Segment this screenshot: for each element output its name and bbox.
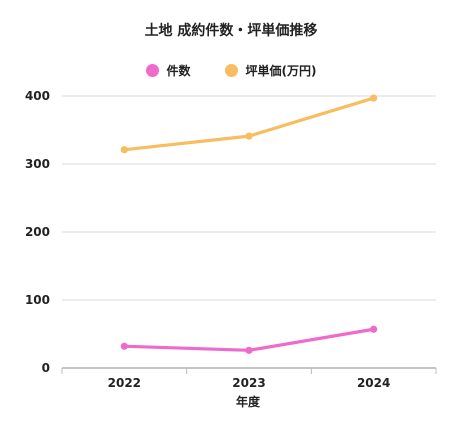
- data-point[interactable]: [120, 342, 128, 350]
- y-tick-label: 0: [42, 361, 50, 375]
- legend-swatch-unit-price: [224, 64, 238, 77]
- y-tick-label: 400: [25, 89, 50, 103]
- legend: 件数 坪単価(万円): [0, 62, 462, 79]
- series-line-1: [122, 96, 376, 152]
- y-tick-label: 300: [25, 157, 50, 171]
- x-tick-label: 2023: [232, 376, 265, 390]
- x-axis-title: 年度: [236, 394, 261, 409]
- y-tick-label: 200: [25, 225, 50, 239]
- x-tick-label: 2022: [108, 376, 141, 390]
- legend-item-unit-price[interactable]: 坪単価(万円): [224, 62, 317, 79]
- y-tick-label: 100: [25, 293, 50, 307]
- data-points: [120, 94, 378, 354]
- data-point[interactable]: [120, 146, 128, 154]
- chart-title: 土地 成約件数・坪単価推移: [144, 23, 318, 39]
- legend-swatch-count: [145, 64, 159, 77]
- x-tick-label: 2024: [357, 376, 390, 390]
- axes: 0 100 200 300 400 2022 2023 2024: [25, 89, 437, 390]
- data-point[interactable]: [370, 94, 378, 102]
- data-point[interactable]: [245, 346, 253, 354]
- data-point[interactable]: [245, 132, 253, 140]
- legend-item-count[interactable]: 件数: [145, 62, 191, 79]
- legend-label-count: 件数: [166, 64, 191, 78]
- legend-label-unit-price: 坪単価(万円): [245, 64, 317, 78]
- data-point[interactable]: [370, 325, 378, 333]
